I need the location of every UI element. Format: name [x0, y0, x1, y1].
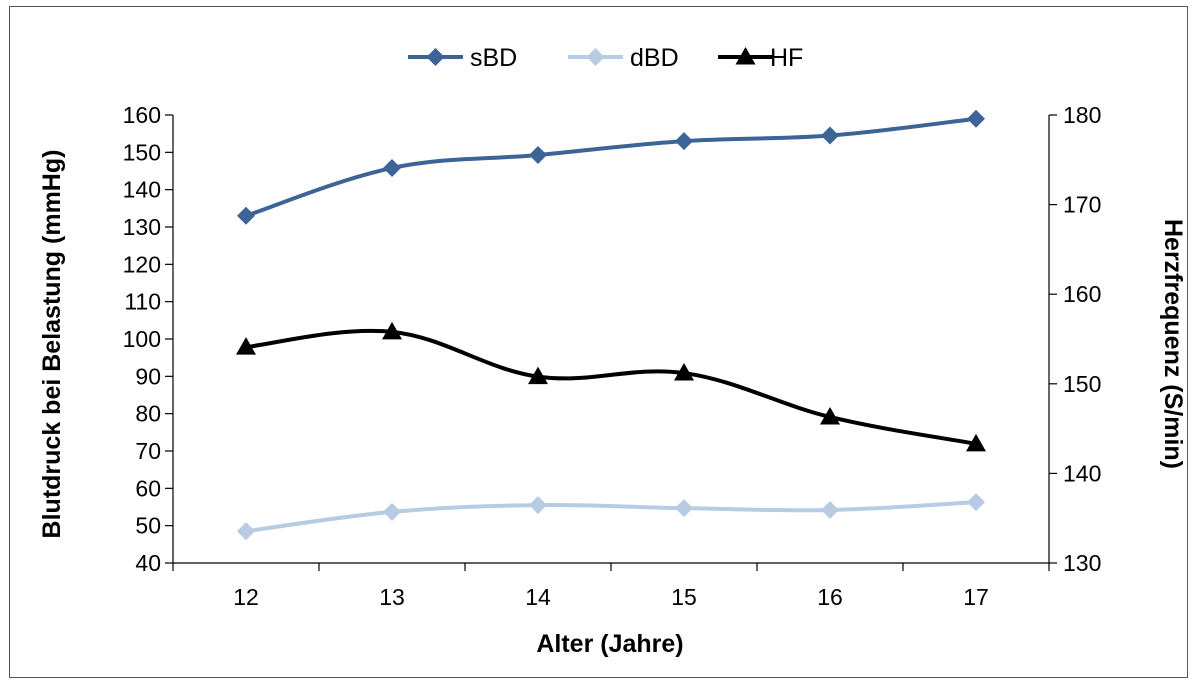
line-chart: 40 50 60 70 80 90 100 110 120 130 140 150 160 130 140 1… [38, 44, 1187, 658]
legend-marker-HF [735, 47, 756, 65]
y-tick-label: 100 [123, 326, 161, 352]
y-tick-label: 60 [135, 475, 161, 501]
x-tick-label: 14 [525, 584, 551, 610]
data-point-HF [820, 406, 840, 425]
y-tick-label: 40 [135, 550, 161, 576]
x-tick-label: 17 [963, 584, 989, 610]
chart-frame: 40 50 60 70 80 90 100 110 120 130 140 150 160 130 140 1… [9, 6, 1188, 678]
y-tick-label: 150 [123, 139, 161, 165]
legend-item-sBD: sBD [408, 44, 517, 72]
data-point-dBD [529, 496, 547, 515]
legend-label-sBD: sBD [470, 44, 517, 72]
series-dBD [237, 493, 985, 541]
series-HF [236, 321, 986, 452]
data-point-dBD [383, 502, 401, 521]
y-tick-label: 70 [135, 438, 161, 464]
data-point-sBD [237, 206, 255, 225]
series-line-sBD [245, 116, 977, 218]
data-point-HF [382, 321, 402, 340]
y-tick-label: 90 [135, 363, 161, 389]
legend-marker-sBD [426, 48, 445, 66]
legend-marker-dBD [586, 48, 605, 66]
legend: sBD dBD HF [408, 44, 803, 72]
series-line-HF [245, 328, 977, 446]
legend-item-HF: HF [718, 44, 803, 72]
y2-tick-label: 150 [1063, 371, 1101, 397]
y-tick-label: 140 [123, 177, 161, 203]
data-point-dBD [967, 493, 985, 512]
y2-tick-label: 180 [1063, 102, 1101, 128]
data-point-HF [236, 337, 256, 355]
y-tick-label: 50 [135, 513, 161, 539]
y-tick-label: 120 [123, 251, 161, 277]
data-point-sBD [967, 109, 985, 128]
data-point-sBD [821, 126, 839, 145]
series-layer [236, 109, 986, 541]
x-tick-label: 16 [817, 584, 843, 610]
data-point-HF [966, 433, 986, 452]
y2-tick-label: 160 [1063, 281, 1101, 307]
legend-label-HF: HF [770, 44, 803, 72]
y-axis-title: Blutdruck bei Belastung (mmHg) [38, 150, 66, 539]
axes: 40 50 60 70 80 90 100 110 120 130 140 150 160 130 140 1… [123, 102, 1102, 610]
legend-item-dBD: dBD [568, 44, 679, 72]
x-tick-label: 13 [379, 584, 405, 610]
data-point-sBD [675, 132, 693, 151]
series-sBD [237, 109, 985, 225]
y-tick-label: 160 [123, 102, 161, 128]
x-axis-title: Alter (Jahre) [536, 630, 683, 658]
data-point-sBD [529, 145, 547, 164]
series-line-dBD [245, 500, 977, 534]
data-point-HF [674, 363, 694, 381]
legend-label-dBD: dBD [630, 44, 679, 72]
data-point-sBD [383, 159, 401, 178]
y2-tick-label: 140 [1063, 460, 1101, 486]
x-tick-label: 12 [233, 584, 259, 610]
y2-axis-title: Herzfrequenz (S/min) [1159, 219, 1187, 469]
data-point-dBD [675, 499, 693, 518]
y2-tick-label: 130 [1063, 550, 1101, 576]
data-point-dBD [237, 522, 255, 541]
data-point-HF [528, 366, 548, 385]
y-tick-label: 130 [123, 214, 161, 240]
y-tick-label: 110 [124, 289, 161, 315]
x-tick-label: 15 [671, 584, 697, 610]
y-tick-label: 80 [135, 401, 161, 427]
data-point-dBD [821, 500, 839, 519]
y2-tick-label: 170 [1063, 192, 1101, 218]
